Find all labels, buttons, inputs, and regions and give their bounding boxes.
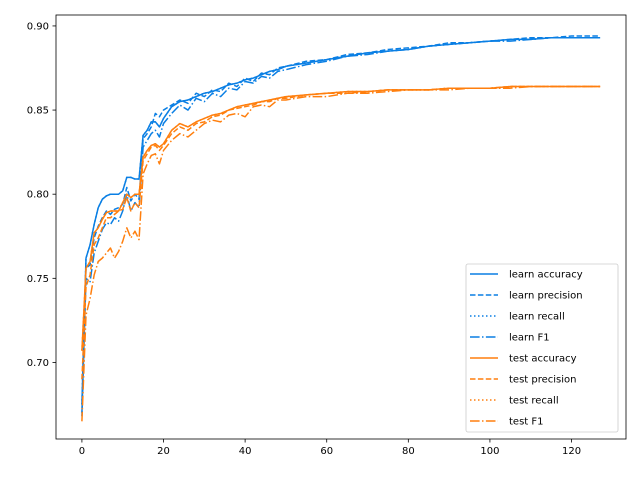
legend: learn accuracy learn precision learn recal… bbox=[465, 263, 619, 433]
series-line-6 bbox=[81, 85, 601, 351]
x-tick-label: 80 bbox=[402, 446, 415, 457]
series-line-1 bbox=[81, 35, 601, 417]
series-layer bbox=[81, 35, 601, 422]
y-axis: 0.70 0.75 0.80 0.85 0.90 bbox=[27, 21, 56, 369]
plot-frame bbox=[55, 14, 627, 440]
series-line-7 bbox=[81, 85, 601, 422]
y-tick-label: 0.90 bbox=[27, 21, 49, 32]
legend-label-7: test F1 bbox=[509, 417, 544, 428]
x-tick-label: 0 bbox=[79, 446, 85, 457]
series-line-3 bbox=[81, 36, 601, 413]
legend-label-4: test accuracy bbox=[509, 354, 577, 365]
x-tick-label: 120 bbox=[562, 446, 581, 457]
legend-label-1: learn precision bbox=[509, 291, 583, 302]
y-tick-label: 0.80 bbox=[27, 190, 49, 201]
y-tick-label: 0.75 bbox=[27, 274, 49, 285]
legend-label-3: learn F1 bbox=[509, 333, 550, 344]
series-line-5 bbox=[81, 85, 601, 380]
x-tick-label: 60 bbox=[320, 446, 333, 457]
x-axis: 0 20 40 60 80 100 120 bbox=[79, 439, 581, 457]
x-tick-label: 20 bbox=[157, 446, 170, 457]
legend-label-0: learn accuracy bbox=[509, 270, 583, 281]
y-tick-label: 0.70 bbox=[27, 358, 49, 369]
legend-label-6: test recall bbox=[509, 396, 559, 407]
x-tick-label: 100 bbox=[480, 446, 499, 457]
legend-box bbox=[465, 263, 619, 433]
legend-label-2: learn recall bbox=[509, 312, 565, 323]
x-tick-label: 40 bbox=[239, 446, 252, 457]
legend-label-5: test precision bbox=[509, 375, 577, 386]
y-tick-label: 0.85 bbox=[27, 106, 49, 117]
